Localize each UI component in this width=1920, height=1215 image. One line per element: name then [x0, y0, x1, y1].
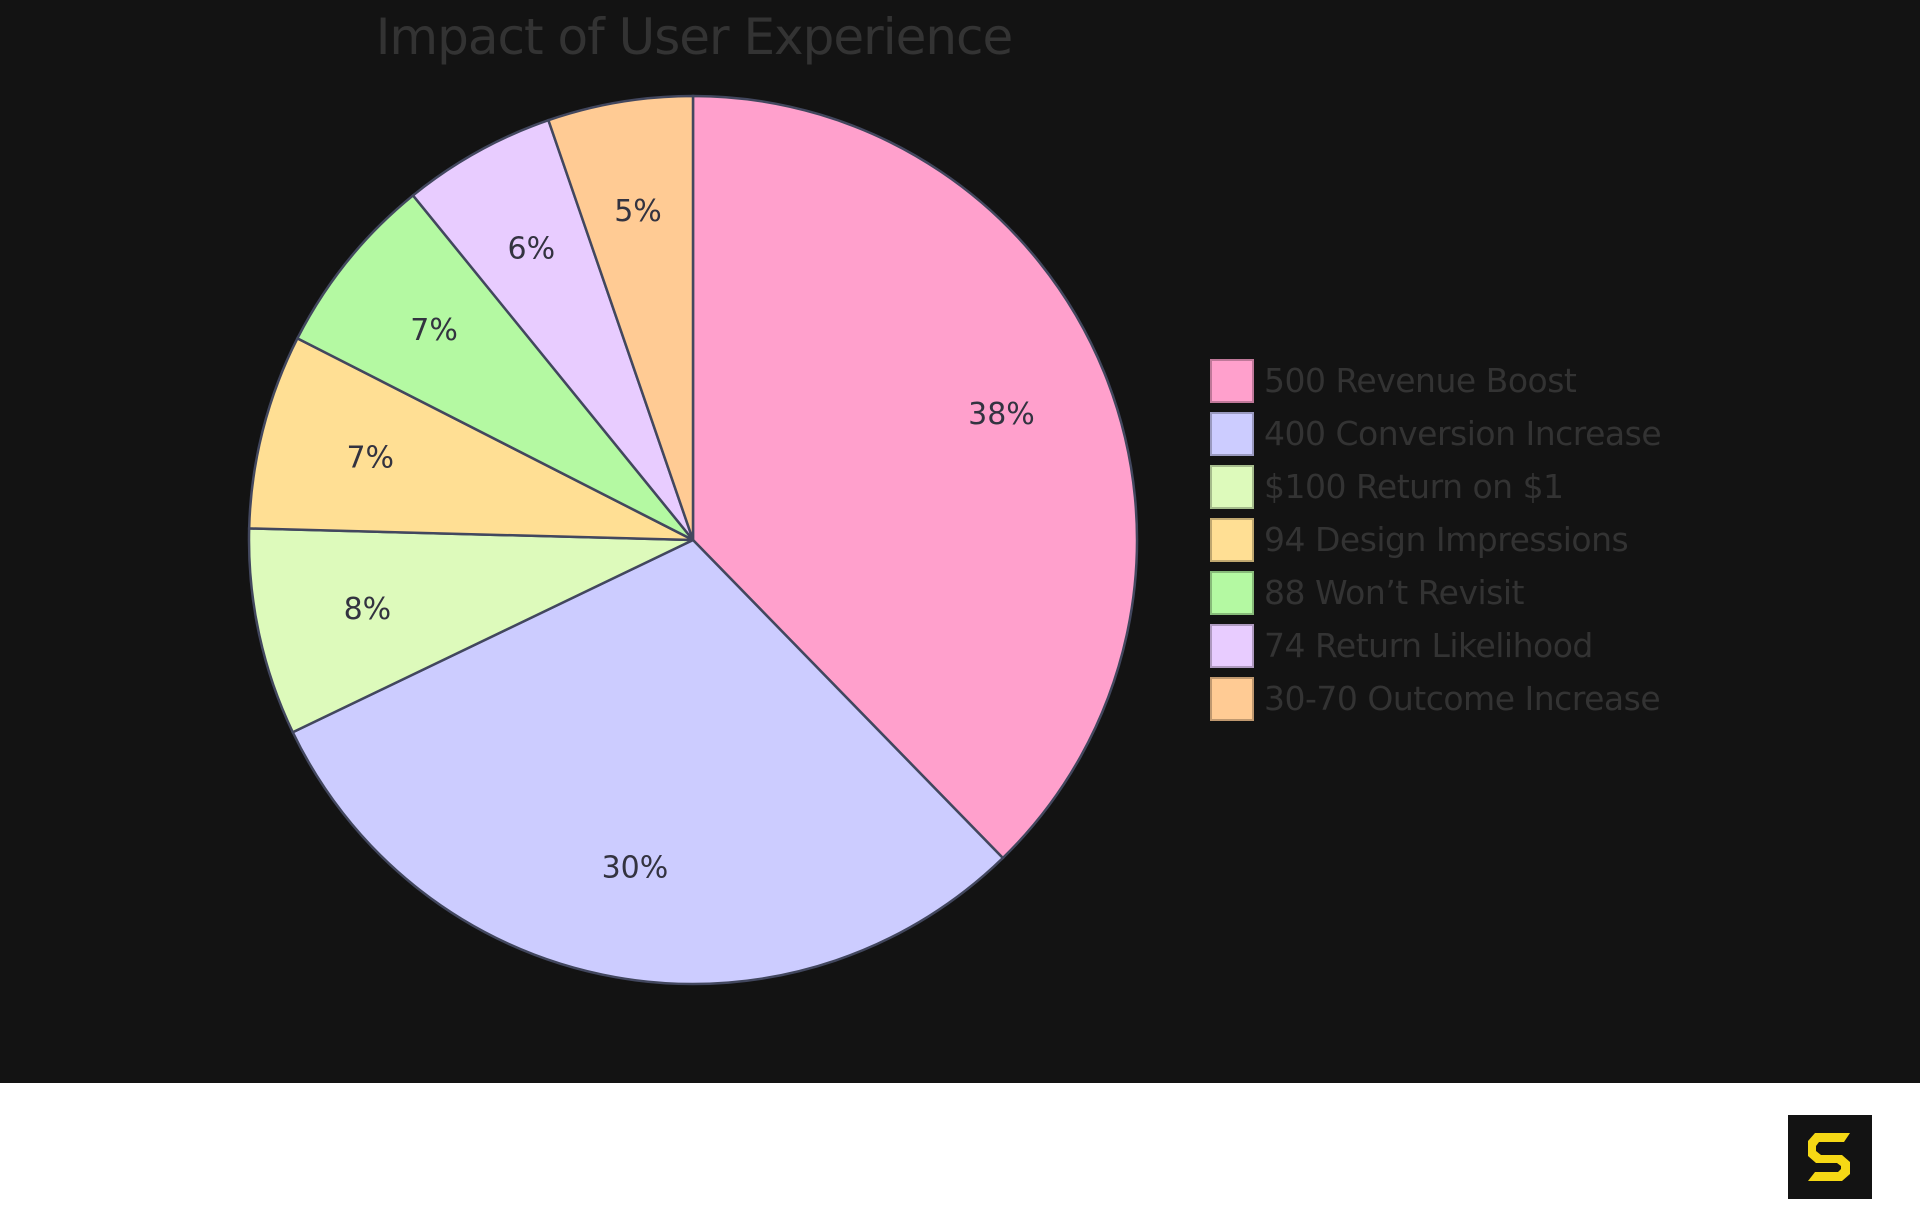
legend-label: 30-70 Outcome Increase: [1264, 679, 1661, 718]
pie-chart: 38% 30% 8% 7% 7% 6% 5%: [247, 94, 1139, 986]
legend-swatch: [1210, 570, 1254, 615]
legend-swatch: [1210, 464, 1254, 509]
pie-slices: [247, 94, 1139, 986]
legend-label: 74 Return Likelihood: [1264, 626, 1593, 665]
pie-labels: 38% 30% 8% 7% 7% 6% 5%: [344, 194, 1035, 885]
s-logo-glyph-icon: [1808, 1133, 1850, 1181]
pie-slice: [291, 538, 1005, 986]
slice-percent-label: 7%: [410, 313, 458, 348]
legend-item: 30-70 Outcome Increase: [1210, 672, 1661, 725]
legend-label: 94 Design Impressions: [1264, 520, 1629, 559]
legend-swatch: [1210, 676, 1254, 721]
chart-area: Impact of User Experience 38% 30% 8% 7% 7% 6%…: [0, 0, 1920, 1083]
legend-label: 500 Revenue Boost: [1264, 361, 1577, 400]
pie-slice: [691, 94, 1139, 860]
slice-percent-label: 7%: [346, 441, 394, 476]
s-logo-icon: [1788, 1115, 1872, 1199]
chart-title: Impact of User Experience: [375, 8, 1014, 66]
slice-percent-label: 5%: [614, 194, 662, 229]
slice-percent-label: 38%: [968, 397, 1035, 432]
legend-swatch: [1210, 517, 1254, 562]
legend-label: $100 Return on $1: [1264, 467, 1564, 506]
legend-item: 94 Design Impressions: [1210, 513, 1661, 566]
slice-percent-label: 8%: [344, 592, 392, 627]
pie-slice: [546, 94, 695, 541]
legend-item: 500 Revenue Boost: [1210, 354, 1661, 407]
pie-slice: [411, 118, 695, 541]
legend-swatch: [1210, 358, 1254, 403]
pie-slice: [247, 527, 694, 734]
legend-item: 400 Conversion Increase: [1210, 407, 1662, 460]
legend-label: 88 Won’t Revisit: [1264, 573, 1524, 612]
legend-label: 400 Conversion Increase: [1264, 414, 1662, 453]
legend-item: 74 Return Likelihood: [1210, 619, 1661, 672]
pie-slice: [247, 336, 694, 542]
slice-percent-label: 30%: [602, 850, 669, 885]
legend-item: $100 Return on $1: [1210, 460, 1661, 513]
legend-item: 88 Won’t Revisit: [1210, 566, 1661, 619]
legend-swatch: [1210, 411, 1254, 456]
slice-percent-label: 6%: [508, 231, 556, 266]
legend-swatch: [1210, 623, 1254, 668]
legend: 500 Revenue Boost 400 Conversion Increas…: [1210, 354, 1662, 725]
pie-slice: [295, 193, 694, 542]
